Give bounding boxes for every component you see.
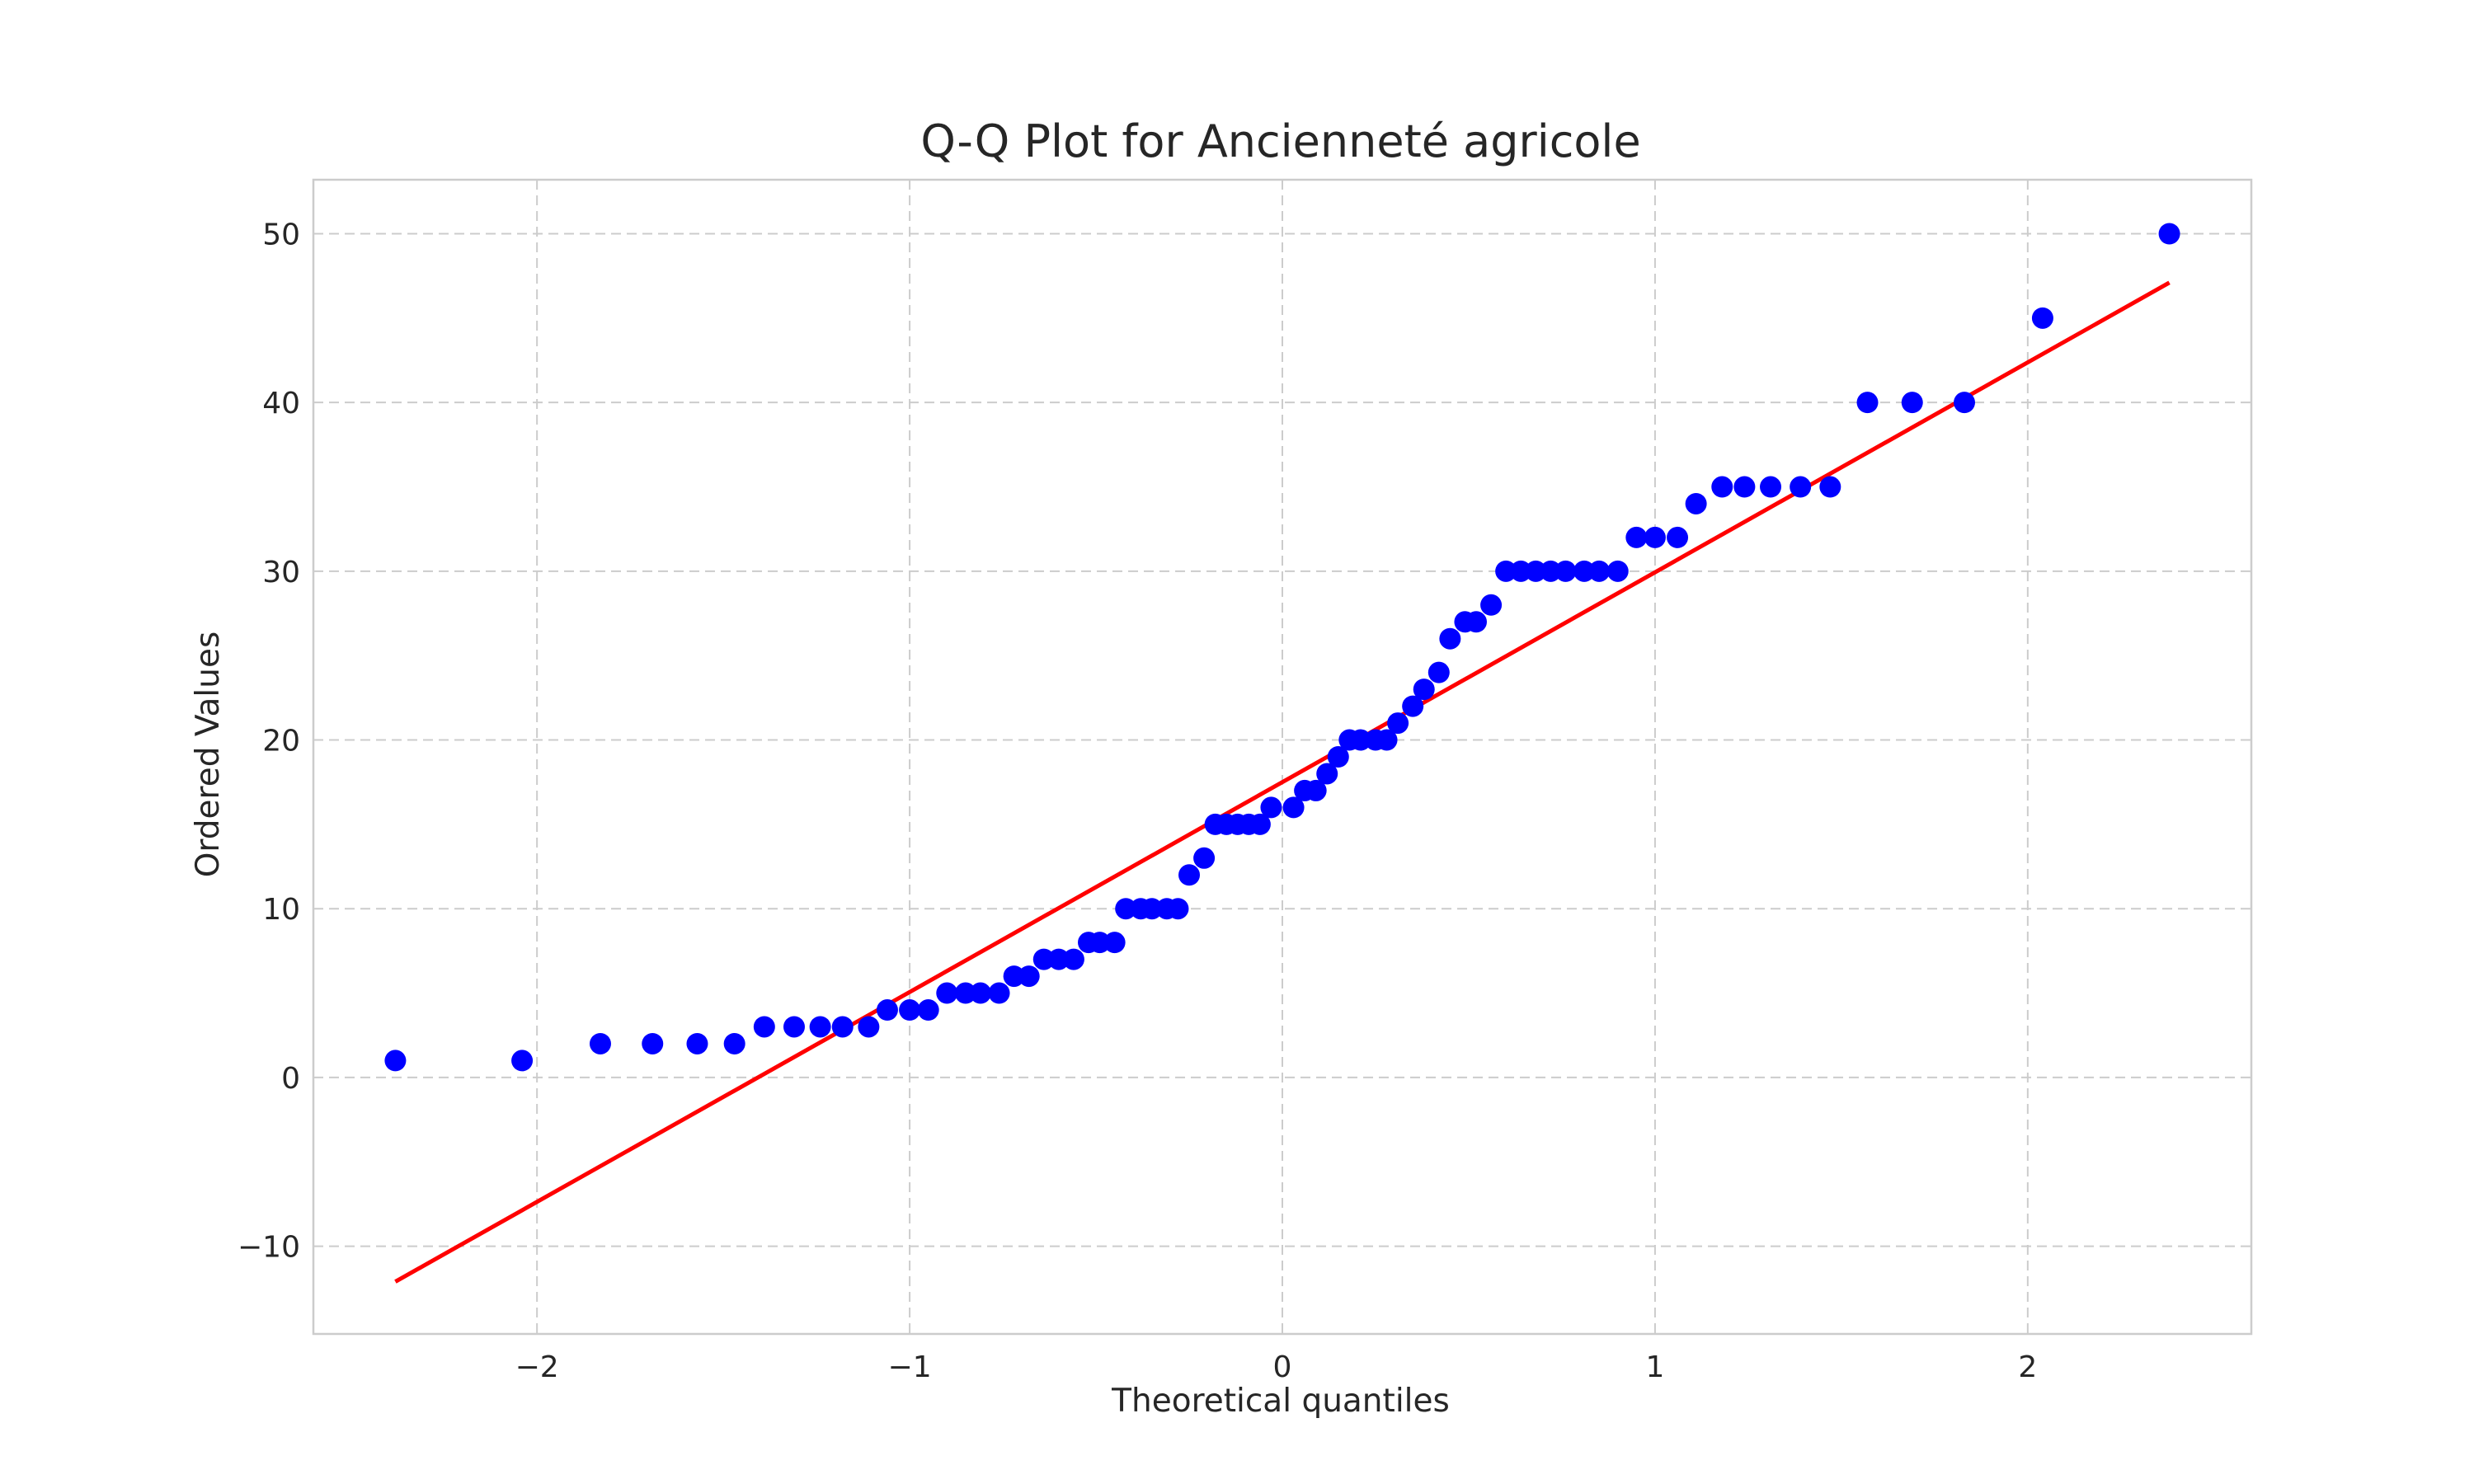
fit-line-layer bbox=[394, 280, 2171, 1284]
data-point bbox=[1525, 560, 1547, 582]
fit-line bbox=[394, 280, 2171, 1284]
data-point bbox=[1260, 796, 1282, 819]
data-point bbox=[1103, 932, 1126, 954]
data-point bbox=[1901, 392, 1923, 414]
x-tick-label: 2 bbox=[2018, 1350, 2037, 1384]
data-point bbox=[2031, 307, 2053, 329]
data-point bbox=[1387, 712, 1409, 735]
data-point bbox=[954, 982, 976, 1004]
data-point bbox=[1018, 965, 1040, 988]
x-tick-label: 1 bbox=[1645, 1350, 1664, 1384]
data-point bbox=[1606, 560, 1629, 582]
data-point bbox=[1327, 746, 1349, 768]
x-tick-label: −1 bbox=[888, 1350, 932, 1384]
x-tick-label: −2 bbox=[515, 1350, 559, 1384]
data-point bbox=[1554, 560, 1577, 582]
data-point bbox=[1465, 611, 1487, 633]
data-point bbox=[899, 999, 921, 1021]
data-point bbox=[988, 982, 1010, 1004]
data-point bbox=[1282, 796, 1305, 819]
data-point bbox=[1115, 898, 1137, 920]
data-point bbox=[1402, 695, 1424, 717]
data-point bbox=[831, 1016, 854, 1038]
x-axis-label: Theoretical quantiles bbox=[1111, 1383, 1450, 1420]
plot-frame bbox=[312, 178, 2253, 1336]
y-tick-label: 50 bbox=[262, 218, 300, 251]
y-tick-label: 20 bbox=[262, 725, 300, 758]
data-point bbox=[1510, 560, 1532, 582]
data-point bbox=[1480, 594, 1503, 616]
data-point bbox=[1047, 948, 1070, 970]
data-point bbox=[936, 982, 958, 1004]
data-point bbox=[858, 1016, 880, 1038]
y-tick-label: 10 bbox=[262, 893, 300, 927]
data-point bbox=[1588, 560, 1611, 582]
data-point bbox=[589, 1032, 611, 1054]
data-point bbox=[1062, 948, 1084, 970]
data-point bbox=[2158, 223, 2180, 245]
data-point bbox=[642, 1032, 664, 1054]
y-tick-label: −10 bbox=[238, 1231, 300, 1265]
data-point bbox=[1413, 679, 1435, 701]
data-point bbox=[809, 1016, 831, 1038]
data-point bbox=[1427, 661, 1450, 683]
data-point bbox=[511, 1050, 534, 1072]
y-tick-label: 30 bbox=[262, 556, 300, 589]
data-point bbox=[723, 1032, 745, 1054]
data-point bbox=[1573, 560, 1596, 582]
data-point bbox=[783, 1016, 805, 1038]
y-tick-label: 0 bbox=[281, 1062, 300, 1096]
data-point bbox=[1760, 476, 1782, 498]
data-point bbox=[686, 1032, 708, 1054]
data-point bbox=[1305, 779, 1327, 801]
data-point bbox=[1167, 898, 1189, 920]
data-point bbox=[1495, 560, 1517, 582]
data-point bbox=[917, 999, 939, 1021]
data-point bbox=[1349, 729, 1371, 751]
data-point bbox=[1316, 763, 1338, 785]
data-point bbox=[1711, 476, 1733, 498]
data-point bbox=[969, 982, 991, 1004]
chart-title: Q-Q Plot for Ancienneté agricole bbox=[920, 115, 1640, 167]
data-point bbox=[384, 1050, 407, 1072]
data-point bbox=[1667, 526, 1689, 548]
data-point bbox=[1376, 729, 1398, 751]
data-point bbox=[1089, 932, 1111, 954]
x-tick-label: 0 bbox=[1273, 1350, 1292, 1384]
data-point bbox=[1439, 627, 1461, 650]
data-point bbox=[1003, 965, 1025, 988]
data-point bbox=[1685, 492, 1707, 514]
data-point bbox=[876, 999, 898, 1021]
data-point bbox=[1644, 526, 1666, 548]
data-point bbox=[1540, 560, 1562, 582]
data-point bbox=[1790, 476, 1812, 498]
data-point bbox=[1856, 392, 1879, 414]
data-point bbox=[1954, 392, 1976, 414]
data-point bbox=[1032, 948, 1055, 970]
data-point bbox=[1625, 526, 1648, 548]
data-point bbox=[1141, 898, 1163, 920]
y-tick-label: 40 bbox=[262, 387, 300, 420]
grid bbox=[313, 180, 2251, 1334]
y-axis-label: Ordered Values bbox=[190, 632, 227, 878]
data-point bbox=[1819, 476, 1841, 498]
data-point bbox=[753, 1016, 775, 1038]
data-point bbox=[1249, 813, 1271, 835]
data-point bbox=[1178, 864, 1201, 886]
y-tick-labels: −10 0 10 20 30 40 50 bbox=[238, 218, 300, 1264]
data-point bbox=[1733, 476, 1756, 498]
data-points bbox=[384, 223, 2180, 1072]
data-point bbox=[1193, 847, 1216, 869]
x-tick-labels: −2 −1 0 1 2 bbox=[515, 1350, 2038, 1384]
